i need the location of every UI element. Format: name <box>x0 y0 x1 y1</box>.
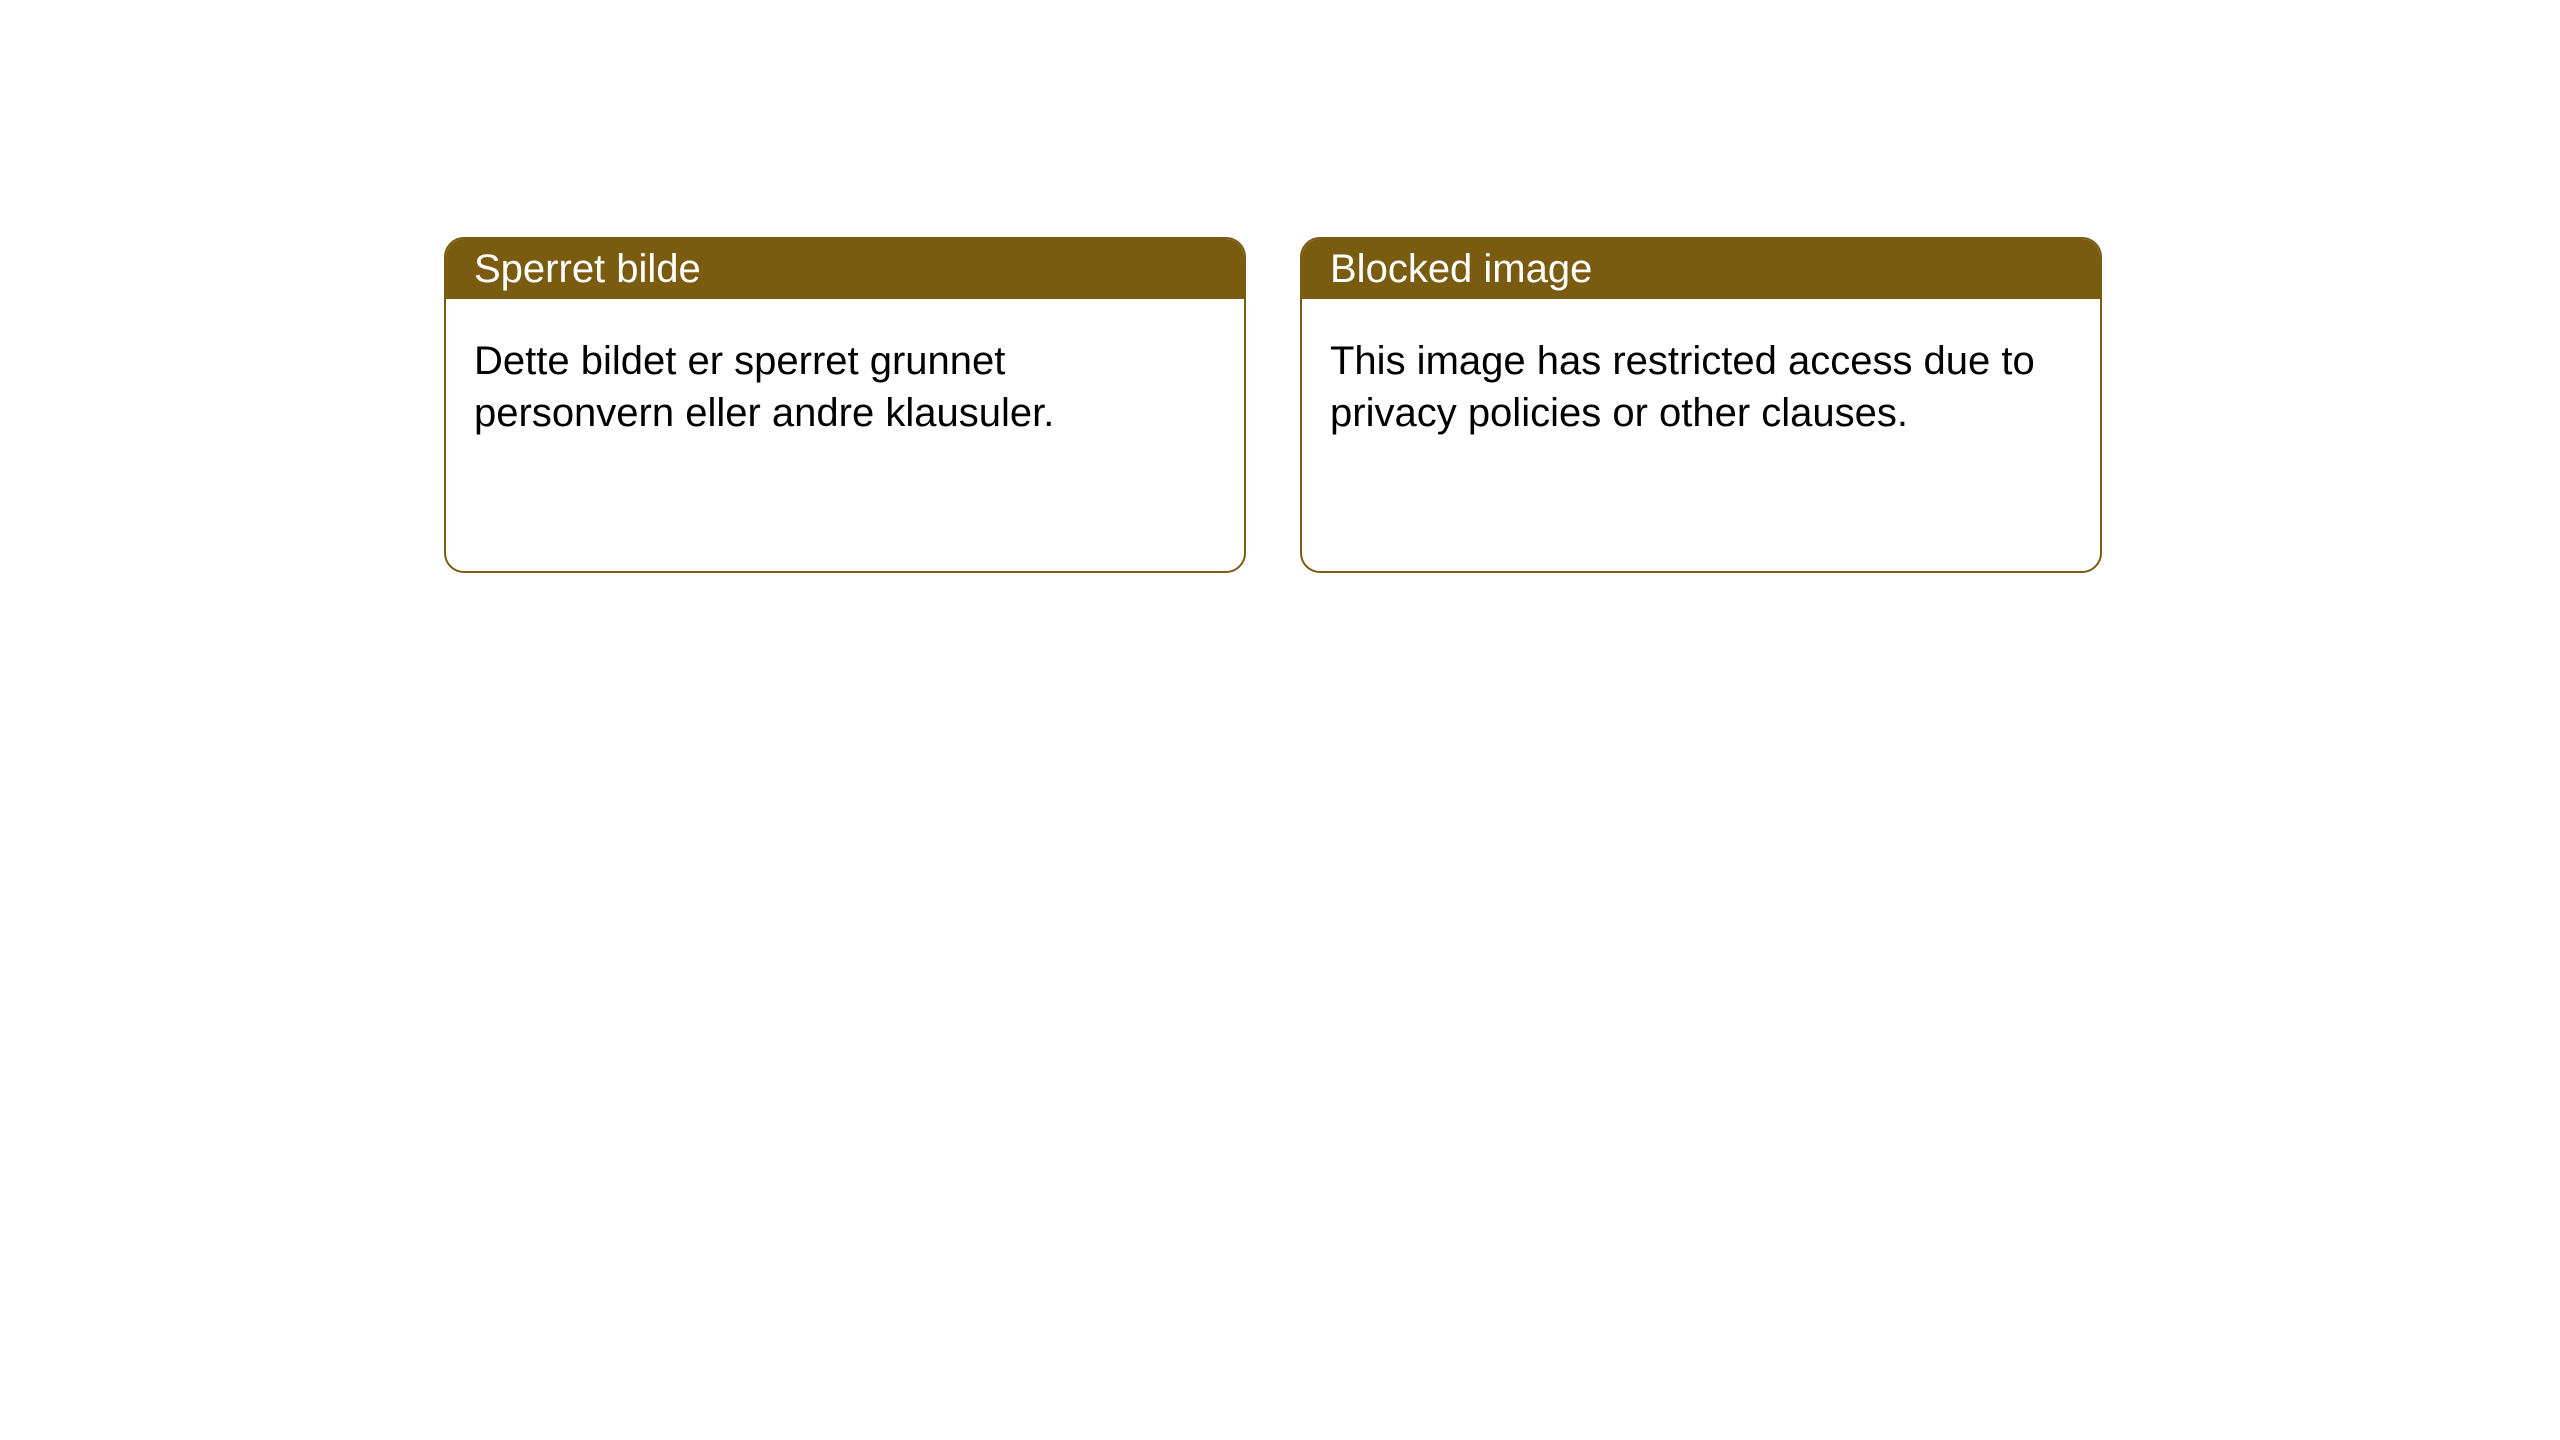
notice-header: Blocked image <box>1302 239 2100 299</box>
notice-container: Sperret bilde Dette bildet er sperret gr… <box>0 0 2560 573</box>
notice-header-text: Blocked image <box>1330 247 1592 292</box>
notice-body-text: Dette bildet er sperret grunnet personve… <box>474 339 1054 435</box>
notice-box-norwegian: Sperret bilde Dette bildet er sperret gr… <box>444 237 1246 573</box>
notice-header: Sperret bilde <box>446 239 1244 299</box>
notice-header-text: Sperret bilde <box>474 247 701 292</box>
notice-body-text: This image has restricted access due to … <box>1330 339 2035 435</box>
notice-box-english: Blocked image This image has restricted … <box>1300 237 2102 573</box>
notice-body: This image has restricted access due to … <box>1302 299 2100 475</box>
notice-body: Dette bildet er sperret grunnet personve… <box>446 299 1244 475</box>
